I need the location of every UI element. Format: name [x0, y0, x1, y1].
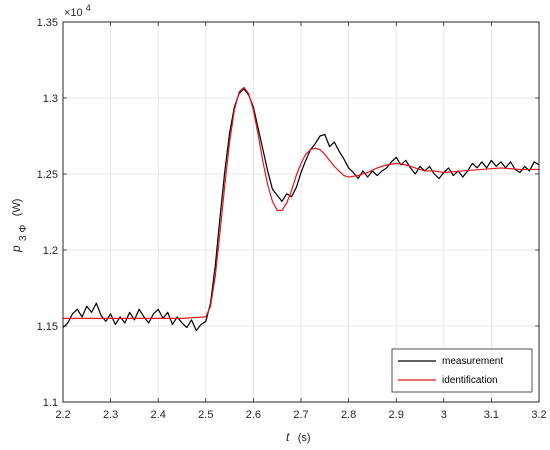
series-line-measurement [62, 88, 540, 332]
x-tick-label: 2.7 [293, 409, 308, 421]
y-axis-unit: (W) [11, 199, 23, 217]
x-tick-label: 2.8 [341, 409, 356, 421]
legend-box [391, 348, 533, 393]
y-axis-subscript: 3 Φ [18, 225, 29, 241]
x-tick-label: 2.5 [198, 409, 213, 421]
series-lines [62, 86, 540, 332]
y-tick-label: 1.1 [43, 397, 58, 409]
x-tick-label: 2.3 [103, 409, 118, 421]
x-tick-label: 2.2 [55, 409, 70, 421]
series-line-identification [63, 86, 539, 319]
y-exponent-power: 4 [86, 3, 91, 13]
y-axis-variable: p [9, 245, 23, 253]
legend: measurement identification [391, 348, 533, 393]
y-tick-label: 1.25 [37, 169, 58, 181]
y-tick-label: 1.3 [43, 93, 58, 105]
y-axis-label: p 3 Φ (W) [9, 199, 29, 253]
x-tick-label: 3.1 [484, 409, 499, 421]
x-axis-label: t (s) [286, 430, 311, 444]
x-tick-label: 2.6 [246, 409, 261, 421]
y-exponent-label: ×10 4 [64, 3, 91, 19]
y-tick-label: 1.2 [43, 245, 58, 257]
legend-label-measurement: measurement [442, 356, 503, 367]
x-tick-label: 2.4 [151, 409, 166, 421]
x-tick-label: 2.9 [389, 409, 404, 421]
x-axis-unit: (s) [298, 432, 311, 444]
y-exponent-base: ×10 [64, 7, 83, 19]
x-axis-variable: t [286, 430, 290, 444]
y-tick-label: 1.15 [37, 321, 58, 333]
y-tick-label: 1.35 [37, 17, 58, 29]
legend-label-identification: identification [442, 375, 498, 386]
x-tick-label: 3.2 [531, 409, 546, 421]
x-tick-label: 3 [441, 409, 447, 421]
axis-ticks: 2.2 2.3 2.4 2.5 2.6 2.7 2.8 2.9 3 3.1 3.2 1.1 1.15 1.… [37, 17, 547, 421]
